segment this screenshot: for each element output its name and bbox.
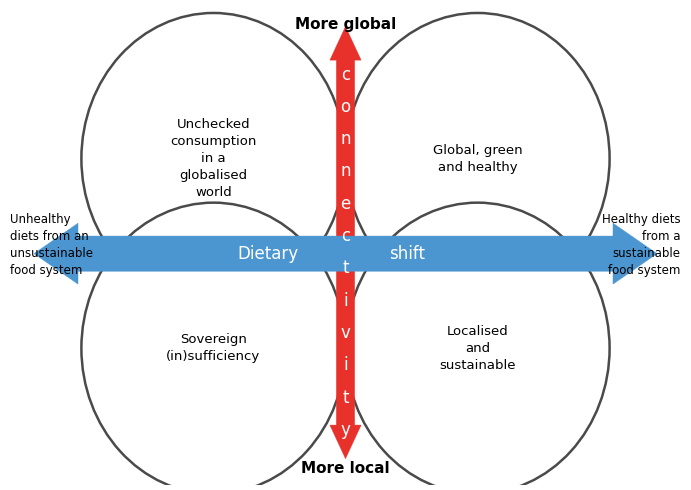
Text: i: i: [343, 356, 348, 374]
Text: n: n: [340, 130, 351, 148]
Text: i: i: [343, 292, 348, 310]
Text: Unchecked
consumption
in a
globalised
world: Unchecked consumption in a globalised wo…: [170, 118, 256, 199]
Text: n: n: [340, 163, 351, 180]
Text: More local: More local: [301, 462, 390, 476]
Text: o: o: [341, 98, 350, 116]
Text: Localised
and
sustainable: Localised and sustainable: [439, 325, 515, 372]
Ellipse shape: [82, 13, 346, 304]
Text: y: y: [341, 421, 350, 439]
Text: c: c: [341, 227, 350, 245]
Polygon shape: [34, 223, 657, 284]
Ellipse shape: [82, 203, 346, 490]
Text: t: t: [342, 259, 349, 277]
Polygon shape: [330, 26, 361, 459]
Ellipse shape: [346, 13, 609, 304]
Text: Global, green
and healthy: Global, green and healthy: [433, 144, 522, 173]
Text: More global: More global: [295, 17, 396, 32]
Text: t: t: [342, 389, 349, 407]
Ellipse shape: [346, 203, 609, 490]
Text: e: e: [341, 195, 350, 213]
Text: Dietary: Dietary: [237, 245, 298, 263]
Text: c: c: [341, 66, 350, 83]
Text: Unhealthy
diets from an
unsustainable
food system: Unhealthy diets from an unsustainable fo…: [10, 213, 93, 277]
Text: Healthy diets
from a
sustainable
food system: Healthy diets from a sustainable food sy…: [602, 213, 681, 277]
Text: v: v: [341, 324, 350, 342]
Text: shift: shift: [390, 245, 426, 263]
Text: Sovereign
(in)sufficiency: Sovereign (in)sufficiency: [167, 333, 261, 363]
